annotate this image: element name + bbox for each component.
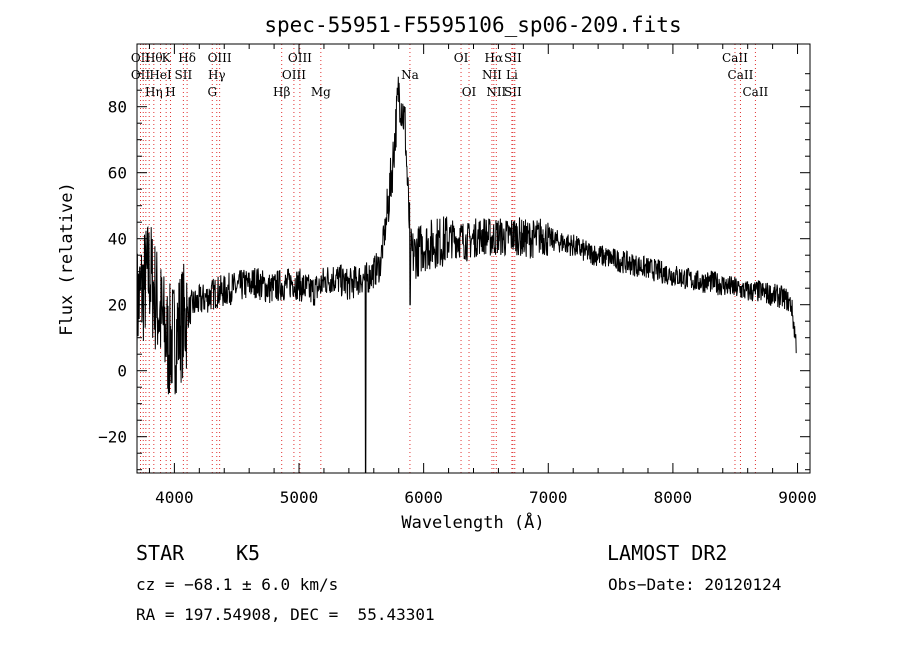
y-tick-label: 40	[108, 230, 127, 249]
y-axis-label: Flux (relative)	[57, 182, 77, 336]
y-tick-label: −20	[98, 428, 127, 447]
line-marker-label: G	[207, 85, 217, 99]
spectrum-line	[136, 76, 797, 474]
x-axis-label: Wavelength (Å)	[401, 511, 544, 533]
line-marker-label: Na	[401, 68, 419, 82]
line-marker-label: OIII	[208, 51, 232, 65]
y-tick-label: 20	[108, 296, 127, 315]
line-marker-label: CaII	[742, 85, 768, 99]
y-tick-label: 0	[117, 362, 127, 381]
line-marker-label: SII	[504, 51, 522, 65]
object-subclass: K5	[236, 541, 261, 565]
line-marker-label: Mg	[311, 85, 331, 99]
line-marker-label: SII	[504, 85, 522, 99]
x-axis: 4000 5000 6000 7000 8000 9000	[148, 44, 817, 507]
line-marker-label: Hβ	[273, 85, 290, 99]
line-marker-label: K	[162, 51, 172, 65]
x-tick-label: 5000	[280, 488, 319, 507]
line-marker-label: NII	[482, 68, 502, 82]
line-marker-label: OI	[462, 85, 477, 99]
x-tick-label: 7000	[529, 488, 568, 507]
chart-title: spec-55951-F5595106_sp06-209.fits	[264, 13, 681, 37]
x-tick-label: 8000	[654, 488, 693, 507]
line-marker-label: Hδ	[178, 51, 196, 65]
line-marker-label: OIII	[288, 51, 312, 65]
spectrum-series	[136, 76, 797, 474]
line-marker-label: Hη	[145, 85, 163, 99]
redshift-line: cz = −68.1 ± 6.0 km/s	[136, 575, 339, 594]
line-marker-label: Hθ	[145, 51, 163, 65]
line-marker-label: OI	[454, 51, 469, 65]
line-marker-label: SII	[175, 68, 193, 82]
line-marker-label: NII	[486, 85, 506, 99]
line-marker-label: HeI	[149, 68, 172, 82]
line-marker-label: Hγ	[208, 68, 226, 82]
line-marker-label: H	[165, 85, 175, 99]
coordinates: RA = 197.54908, DEC = 55.43301	[136, 605, 435, 624]
x-tick-label: 4000	[155, 488, 194, 507]
survey-name: LAMOST DR2	[607, 541, 728, 565]
x-tick-label: 6000	[404, 488, 443, 507]
line-marker-label: Li	[506, 68, 518, 82]
line-marker-label: Hα	[485, 51, 504, 65]
line-marker-label: OII	[131, 51, 151, 65]
obs-date: Obs−Date: 20120124	[608, 575, 782, 594]
line-marker-label: CaII	[728, 68, 754, 82]
y-axis: −20 0 20 40 60 80	[98, 73, 810, 471]
line-marker-label: CaII	[722, 51, 748, 65]
line-marker-label: OII	[131, 68, 151, 82]
x-tick-label: 9000	[778, 488, 817, 507]
y-tick-label: 80	[108, 98, 127, 117]
y-tick-label: 60	[108, 164, 127, 183]
line-markers: OIIOIIHθHηHeIKHSIIHδGHγOIIIHβOIIIOIIIMgN…	[131, 44, 769, 473]
line-marker-label: OIII	[282, 68, 306, 82]
object-class: STAR	[136, 541, 185, 565]
plot-frame	[136, 43, 811, 474]
